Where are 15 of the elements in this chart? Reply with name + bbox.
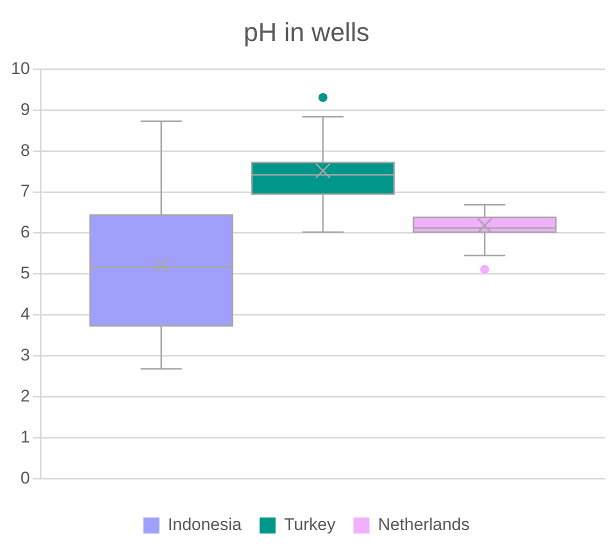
- y-tick-label: 6: [20, 222, 30, 242]
- y-tick-label: 8: [20, 140, 30, 160]
- y-tick-label: 10: [10, 58, 30, 78]
- y-tick-label: 3: [20, 345, 30, 364]
- y-tick-label: 1: [20, 427, 30, 446]
- legend-label: Indonesia: [168, 515, 242, 534]
- y-tick-label: 4: [20, 304, 30, 324]
- chart-title: pH in wells: [244, 16, 370, 47]
- legend-label: Turkey: [284, 515, 336, 534]
- y-tick-label: 5: [20, 264, 30, 283]
- y-tick-label: 9: [20, 100, 30, 119]
- y-tick-label: 7: [20, 182, 30, 201]
- y-tick-label: 2: [20, 386, 30, 406]
- legend-label: Netherlands: [378, 515, 470, 534]
- y-tick-label: 0: [20, 468, 30, 488]
